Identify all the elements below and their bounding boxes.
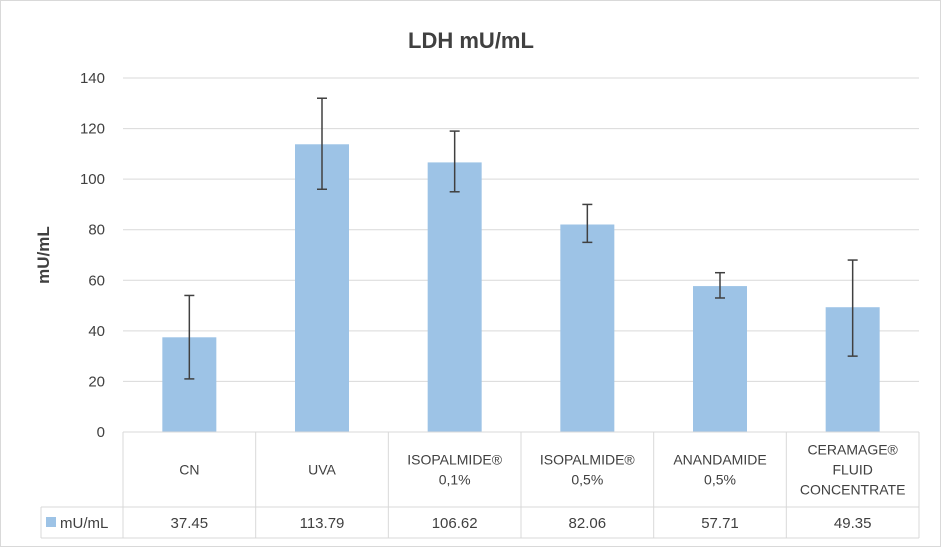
y-tick-label: 120 (80, 121, 105, 138)
category-label-5: CONCENTRATE (800, 482, 906, 498)
category-label-2: 0,1% (439, 472, 471, 488)
y-tick-label: 60 (88, 272, 105, 289)
category-label-4: 0,5% (704, 472, 736, 488)
category-label-0: CN (179, 462, 199, 478)
bars (162, 144, 880, 432)
legend-swatch (46, 517, 56, 527)
category-label-5: FLUID (832, 462, 872, 478)
legend-label: mU/mL (60, 515, 108, 532)
bar-3 (560, 224, 615, 432)
value-label-3: 82.06 (569, 515, 607, 532)
y-tick-label: 40 (88, 323, 105, 340)
category-label-2: ISOPALMIDE® (407, 452, 503, 468)
chart-title: LDH mU/mL (408, 28, 534, 53)
error-bars (184, 97, 858, 380)
category-label-4: ANANDAMIDE (673, 452, 766, 468)
y-tick-label: 20 (88, 373, 105, 390)
value-label-4: 57.71 (701, 515, 739, 532)
bar-1 (295, 144, 349, 432)
value-label-5: 49.35 (834, 515, 872, 532)
category-label-5: CERAMAGE® (807, 442, 898, 458)
data-table: CN UVA ISOPALMIDE® 0,1% ISOPALMIDE® 0,5% ANAND… (40, 431, 920, 539)
value-label-1: 113.79 (300, 515, 345, 532)
value-label-0: 37.45 (171, 515, 209, 532)
gridlines (123, 77, 919, 433)
y-tick-label: 0 (97, 424, 105, 441)
category-label-1: UVA (308, 462, 336, 478)
y-tick-labels: 0 20 40 60 80 100 120 140 (80, 70, 105, 441)
value-label-2: 106.62 (432, 515, 478, 532)
category-label-3: ISOPALMIDE® (540, 452, 636, 468)
y-tick-label: 140 (80, 70, 105, 87)
bar-2 (427, 162, 482, 432)
y-tick-label: 100 (80, 171, 105, 188)
y-axis-label: mU/mL (34, 226, 53, 284)
bar-4 (693, 286, 747, 432)
y-tick-label: 80 (88, 222, 105, 239)
category-label-3: 0,5% (571, 472, 603, 488)
